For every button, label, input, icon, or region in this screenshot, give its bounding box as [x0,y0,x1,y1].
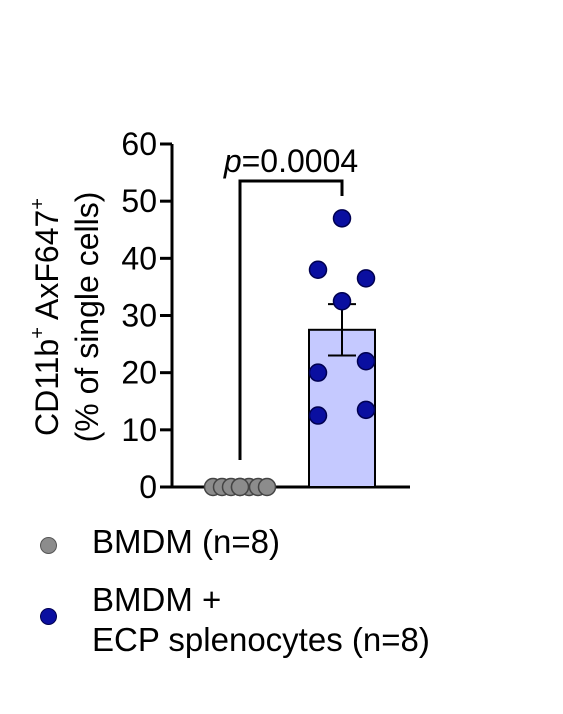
data-point-group-2-4 [332,291,352,311]
data-point-group-2-7 [356,400,376,420]
data-point-group-2-1 [332,209,352,228]
data-point-group-1-8 [230,477,250,497]
y-axis-title-line1: CD11b+ AxF647+ [27,198,65,436]
data-point-group-2-5 [356,351,376,371]
y-axis-title-line2: (% of single cells) [69,192,105,443]
legend: BMDM (n=8) BMDM + ECP splenocytes (n=8) [40,522,430,678]
significance-bracket [238,179,344,460]
p-value-annotation: p=0.0004 [223,143,358,179]
legend-item-bmdm: BMDM (n=8) [40,522,430,562]
data-point-group-1-7 [257,477,277,497]
data-point-group-2-6 [308,363,328,382]
legend-marker-gray [40,537,57,554]
legend-label-bmdm-ecp: BMDM + ECP splenocytes (n=8) [92,581,430,658]
y-tick-label-40: 40 [121,240,157,276]
data-point-group-2-8 [308,406,328,425]
legend-item-bmdm-ecp: BMDM + ECP splenocytes (n=8) [40,580,430,660]
legend-marker-blue [40,608,57,625]
y-tick-label-50: 50 [121,183,157,219]
y-tick-label-10: 10 [121,412,157,448]
y-tick-label-20: 20 [121,355,157,391]
legend-label-bmdm: BMDM (n=8) [92,523,280,560]
data-point-group-2-2 [308,260,328,280]
data-point-group-2-3 [356,269,376,288]
y-tick-label-60: 60 [121,126,157,162]
y-tick-label-30: 30 [121,298,157,334]
y-tick-label-0: 0 [139,469,157,505]
